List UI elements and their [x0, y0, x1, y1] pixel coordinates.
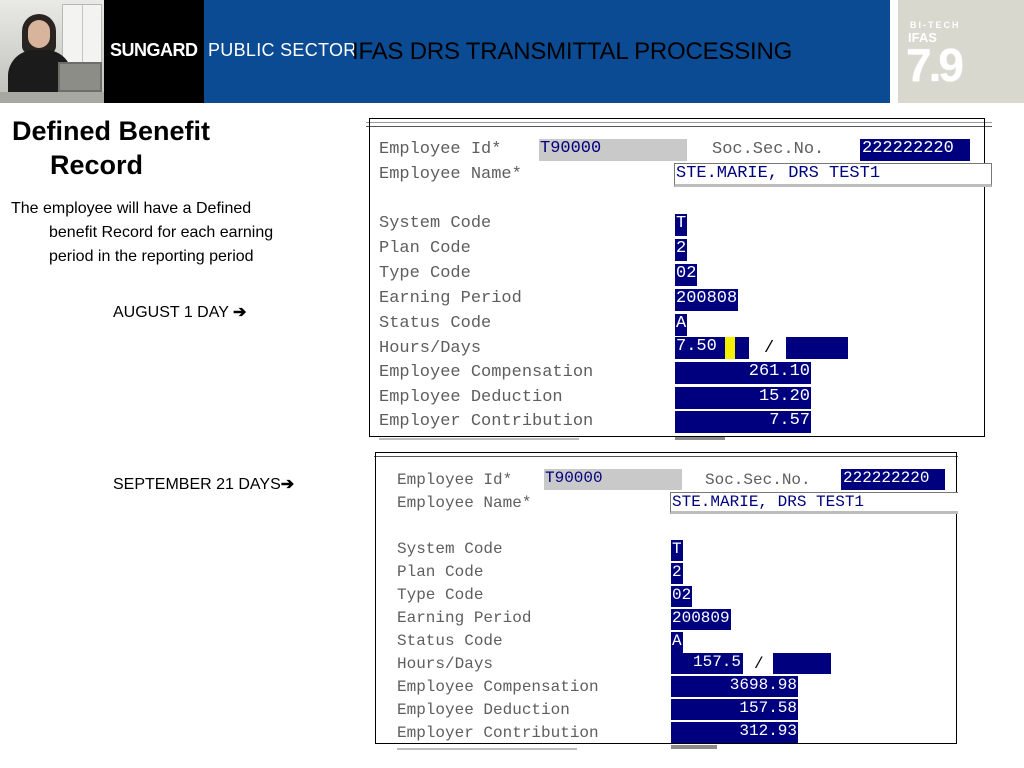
plan-code-field[interactable]: 2: [671, 563, 683, 584]
hours-field[interactable]: 157.5: [671, 653, 743, 674]
september-record-screen: Employee Id* T90000 Soc.Sec.No. 22222222…: [374, 452, 958, 752]
employee-id-label: Employee Id*: [379, 140, 502, 159]
type-code-field[interactable]: 02: [671, 586, 693, 607]
employee-id-field[interactable]: T90000: [544, 469, 682, 490]
hours-days-label: Hours/Days: [379, 339, 482, 358]
desc-line2: benefit Record for each earning: [49, 224, 274, 241]
ssn-label: Soc.Sec.No.: [712, 140, 825, 159]
clipped-row-label: [379, 438, 579, 440]
earning-period-label: Earning Period: [397, 609, 532, 627]
earning-period-field[interactable]: 200808: [675, 289, 739, 311]
sungard-logo: SUNGARD: [110, 40, 198, 60]
status-code-field[interactable]: A: [671, 632, 683, 653]
employee-deduction-field[interactable]: 157.58: [671, 699, 798, 720]
plan-code-label: Plan Code: [397, 563, 484, 581]
slide-title-line2: Record: [50, 150, 144, 180]
employee-id-label: Employee Id*: [397, 471, 513, 489]
slide-title-line1: Defined Benefit: [12, 116, 211, 146]
employee-compensation-field[interactable]: 261.10: [675, 362, 811, 384]
clipped-row-label: [397, 748, 577, 750]
desc-line3: period in the reporting period: [49, 248, 254, 265]
august-record-screen: Employee Id* T90000 Soc.Sec.No. 22222222…: [366, 118, 992, 440]
slide-header: SUNGARD PUBLIC SECTOR IFAS DRS TRANSMITT…: [0, 0, 1024, 103]
ssn-field[interactable]: 222222220: [860, 139, 970, 161]
public-sector-label: PUBLIC SECTOR: [208, 40, 357, 60]
plan-code-label: Plan Code: [379, 239, 471, 258]
employee-name-field[interactable]: STE.MARIE, DRS TEST1: [674, 163, 992, 187]
hours-days-label: Hours/Days: [397, 655, 494, 673]
badge-bitech: BI-TECH: [910, 20, 961, 30]
employee-compensation-label: Employee Compensation: [397, 678, 599, 696]
employee-deduction-label: Employee Deduction: [397, 701, 570, 719]
type-code-label: Type Code: [397, 586, 484, 604]
employer-contribution-label: Employer Contribution: [379, 412, 594, 431]
employee-id-field[interactable]: T90000: [539, 139, 687, 161]
employee-name-label: Employee Name*: [379, 165, 522, 184]
employer-contribution-field[interactable]: 312.93: [671, 722, 798, 743]
employee-compensation-label: Employee Compensation: [379, 363, 594, 382]
ssn-field[interactable]: 222222220: [841, 469, 945, 490]
status-code-label: Status Code: [397, 632, 503, 650]
earning-period-label: Earning Period: [379, 289, 522, 308]
august-label: AUGUST 1 DAY ➔: [113, 302, 246, 322]
employee-name-field[interactable]: STE.MARIE, DRS TEST1: [670, 492, 958, 514]
system-code-field[interactable]: T: [671, 540, 683, 561]
system-code-field[interactable]: T: [675, 214, 688, 236]
hours-days-separator: /: [764, 339, 775, 358]
ifas-version-badge: BI-TECH 7.9 IFAS: [890, 0, 1024, 103]
plan-code-field[interactable]: 2: [675, 239, 688, 261]
status-code-field[interactable]: A: [675, 314, 688, 336]
september-label: SEPTEMBER 21 DAYS➔: [113, 474, 294, 494]
type-code-label: Type Code: [379, 264, 471, 283]
arrow-right-icon: ➔: [233, 304, 247, 321]
system-code-label: System Code: [379, 214, 492, 233]
text-cursor: [725, 337, 735, 359]
desc-line1: The employee will have a Defined: [11, 200, 252, 217]
clipped-row-field: [675, 437, 725, 440]
employer-contribution-label: Employer Contribution: [397, 724, 599, 742]
september-label-text: SEPTEMBER 21 DAYS: [113, 476, 281, 493]
ssn-label: Soc.Sec.No.: [705, 471, 811, 489]
header-title: IFAS DRS TRANSMITTAL PROCESSING: [352, 38, 793, 65]
days-field[interactable]: [773, 653, 831, 674]
slide-title: Defined Benefit Record: [12, 114, 312, 182]
employee-deduction-label: Employee Deduction: [379, 388, 563, 407]
hours-days-separator: /: [754, 655, 764, 673]
employee-deduction-field[interactable]: 15.20: [675, 387, 811, 409]
badge-version: 7.9: [906, 39, 964, 91]
clipped-row-field: [671, 745, 717, 749]
status-code-label: Status Code: [379, 314, 492, 333]
earning-period-field[interactable]: 200809: [671, 609, 731, 630]
days-field[interactable]: [786, 337, 848, 359]
employer-contribution-field[interactable]: 7.57: [675, 411, 811, 433]
type-code-field[interactable]: 02: [675, 264, 698, 286]
arrow-right-icon: ➔: [280, 476, 295, 493]
august-label-text: AUGUST 1 DAY: [113, 304, 229, 321]
header-blue-band: [204, 0, 890, 103]
badge-product: IFAS: [908, 30, 937, 45]
header-photo: [0, 0, 104, 103]
employee-compensation-field[interactable]: 3698.98: [671, 676, 798, 697]
slide-description: The employee will have a Defined benefit…: [11, 197, 341, 269]
header-black-band: [104, 0, 204, 103]
system-code-label: System Code: [397, 540, 503, 558]
hours-field[interactable]: 7.50: [675, 337, 749, 359]
employee-name-label: Employee Name*: [397, 494, 532, 512]
